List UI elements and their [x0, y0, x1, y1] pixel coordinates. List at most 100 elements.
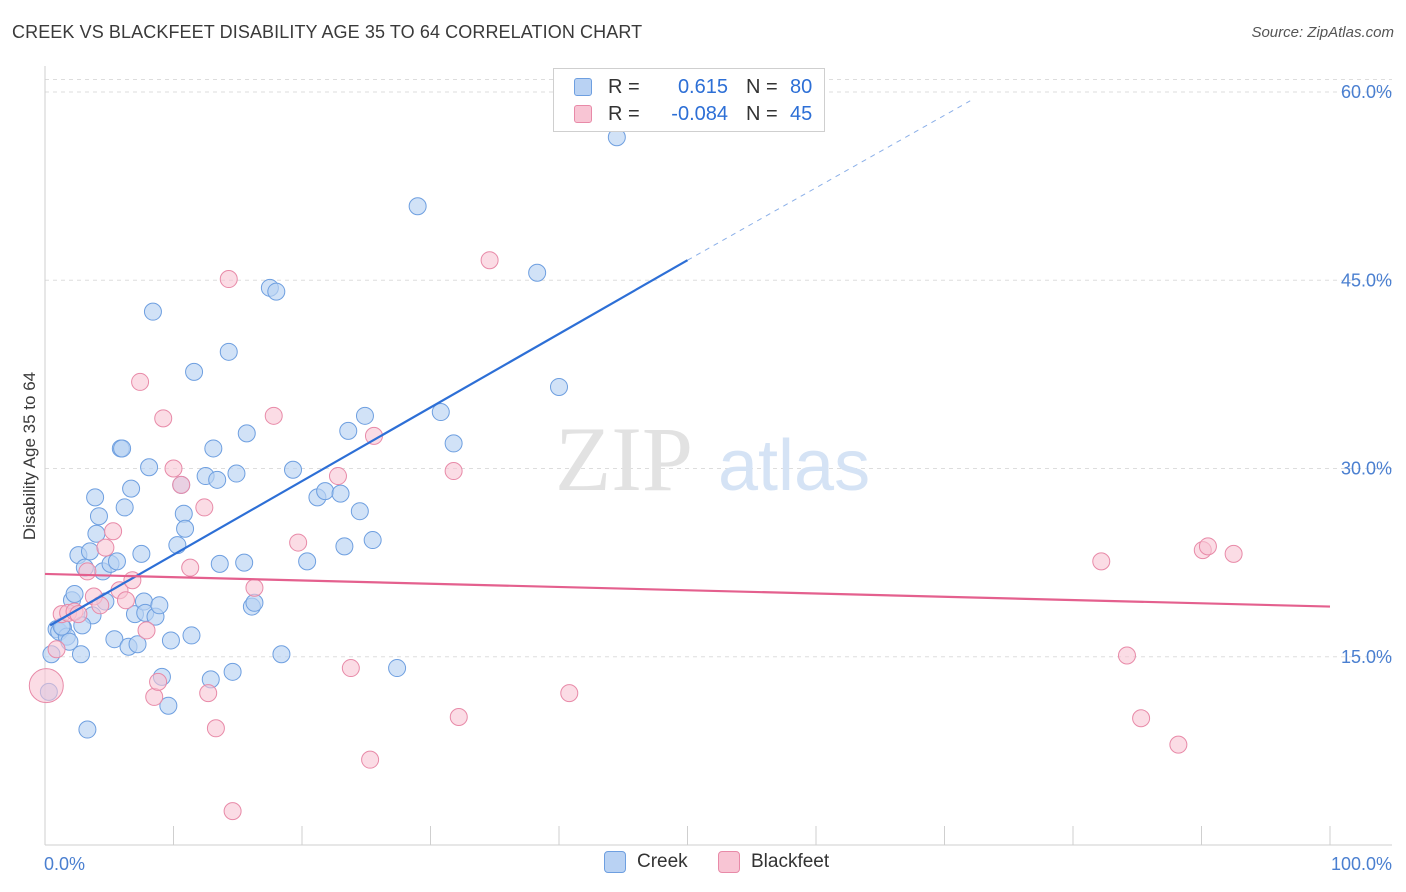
chart-source: Source: ZipAtlas.com [1251, 24, 1394, 41]
creek-point [235, 553, 254, 572]
creek-point [355, 406, 374, 425]
creek-point [80, 542, 99, 561]
legend-r-value: 0.615 [677, 75, 728, 98]
creek-point [208, 470, 227, 489]
watermark-zip: ZIP [555, 408, 693, 510]
blackfeet-point [131, 372, 150, 391]
blackfeet-point [137, 621, 156, 640]
blackfeet-point [219, 270, 238, 289]
creek-point [431, 403, 450, 422]
blackfeet-point [78, 562, 97, 581]
y-axis-label: Disability Age 35 to 64 [20, 372, 39, 540]
blackfeet-legend-swatch [718, 851, 740, 873]
creek-point [408, 197, 427, 216]
chart-title: CREEK VS BLACKFEET DISABILITY AGE 35 TO … [12, 22, 643, 42]
trend-layer [44, 100, 1331, 627]
blackfeet-point [1198, 537, 1217, 556]
blackfeet-point [223, 802, 242, 821]
creek-point [168, 536, 187, 555]
blackfeet-point [341, 659, 360, 678]
creek-point [132, 544, 151, 563]
creek-legend-swatch [604, 851, 626, 873]
blackfeet-point [361, 750, 380, 769]
creek-point [444, 434, 463, 453]
creek-swatch [574, 78, 592, 96]
creek-point [143, 302, 162, 321]
blackfeet-legend-label: Blackfeet [751, 851, 830, 872]
creek-point [89, 507, 108, 526]
creek-point [182, 626, 201, 645]
creek-point [528, 263, 547, 282]
blackfeet-point [172, 475, 191, 494]
blackfeet-point [480, 251, 499, 270]
creek-point [267, 282, 286, 301]
legend-r-value: -0.084 [671, 102, 728, 125]
creek-point [316, 482, 335, 501]
blackfeet-point [1224, 544, 1243, 563]
blackfeet-point [328, 467, 347, 486]
blackfeet-point [145, 687, 164, 706]
creek-point [174, 504, 193, 523]
axis-layer [44, 66, 1392, 846]
blackfeet-point [289, 533, 308, 552]
blackfeet-point [149, 672, 168, 691]
tick-label-layer: 15.0% 30.0% 45.0% 60.0% 0.0% 100.0% [44, 82, 1392, 874]
creek-point [107, 552, 126, 571]
creek-point [227, 464, 246, 483]
creek-point [105, 630, 124, 649]
blackfeet-point [154, 409, 173, 428]
blackfeet-point [245, 578, 264, 597]
blackfeet-point [28, 668, 64, 704]
blackfeet-points [28, 251, 1243, 821]
blackfeet-point [449, 707, 468, 726]
creek-legend-label: Creek [637, 851, 688, 872]
blackfeet-point [1117, 646, 1136, 665]
y-tick-label: 15.0% [1341, 647, 1392, 667]
creek-point [335, 537, 354, 556]
legend-row-creek: R = 0.615 N = 80 [574, 74, 812, 100]
creek-point [113, 439, 132, 458]
blackfeet-point [116, 591, 135, 610]
creek-point [115, 498, 134, 517]
creek-point [204, 439, 223, 458]
blackfeet-point [47, 640, 66, 659]
creek-point [65, 585, 84, 604]
creek-point [128, 635, 147, 654]
creek-point [122, 479, 141, 498]
bottom-legend-blackfeet: Blackfeet [718, 851, 829, 873]
blackfeet-point [206, 719, 225, 738]
creek-point [78, 720, 97, 739]
blackfeet-point [164, 459, 183, 478]
blackfeet-point [104, 522, 123, 541]
blackfeet-point [1132, 709, 1151, 728]
y-tick-label: 60.0% [1341, 82, 1392, 102]
watermark-atlas: atlas [718, 426, 870, 506]
creek-point [210, 554, 229, 573]
creek-point [140, 458, 159, 477]
blackfeet-point [1092, 552, 1111, 571]
legend-n-value: 45 [790, 102, 813, 125]
bottom-legend-creek: Creek [604, 851, 688, 873]
creek-point [388, 659, 407, 678]
creek-point [219, 342, 238, 361]
legend-r-label: R = [608, 75, 640, 98]
blackfeet-point [444, 462, 463, 481]
creek-point [176, 519, 195, 538]
creek-point [331, 484, 350, 503]
legend-r-label: R = [608, 102, 640, 125]
creek-point [350, 502, 369, 521]
legend-row-blackfeet: R = -0.084 N = 45 [574, 101, 812, 127]
creek-point [272, 645, 291, 664]
x-tick-label: 0.0% [44, 854, 85, 874]
y-tick-label: 45.0% [1341, 270, 1392, 290]
blackfeet-point [1169, 735, 1188, 754]
blackfeet-point [195, 498, 214, 517]
legend-n-value: 80 [790, 75, 813, 98]
creek-trend-extension [687, 100, 971, 261]
blackfeet-point [96, 538, 115, 557]
creek-points [39, 128, 626, 739]
legend-n-label: N = [746, 102, 778, 125]
creek-point [86, 488, 105, 507]
creek-point [284, 460, 303, 479]
